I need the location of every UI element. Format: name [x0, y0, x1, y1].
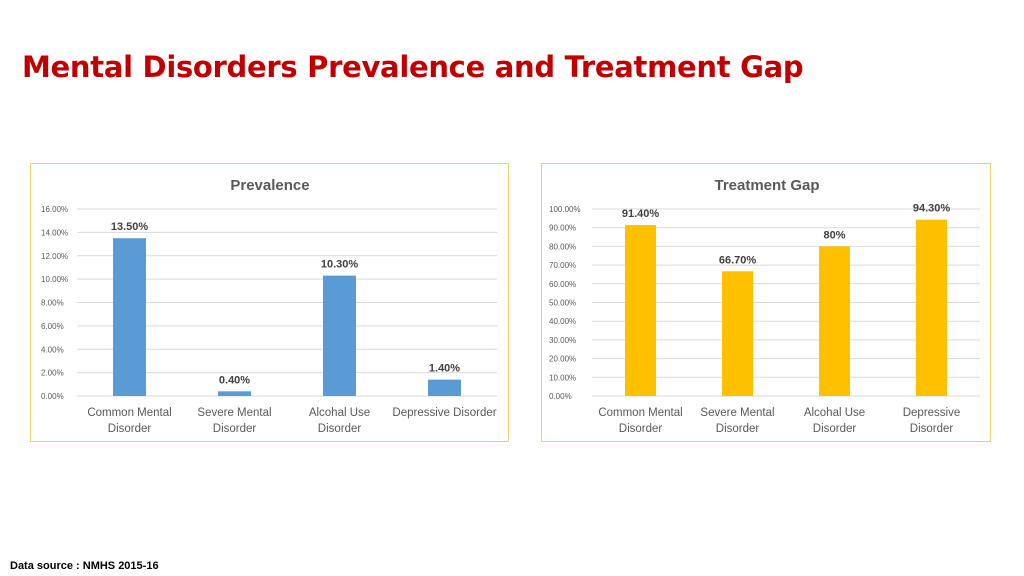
prevalence-chart: Prevalence 0.00% 2.00% 4.00% 6.00% 8.00% 10.00…	[30, 163, 509, 442]
treatment-gap-chart: Treatment Gap 0.00% 10.00% 20.00% 30.00% 40.0…	[541, 163, 991, 442]
treatment-gap-bar	[819, 246, 850, 396]
prevalence-data-label: 10.30%	[321, 259, 359, 271]
prevalence-data-label: 0.40%	[219, 374, 250, 386]
treatment-gap-category-label: Common Mental	[598, 407, 682, 419]
prevalence-category-label: Disorder	[318, 423, 362, 435]
treatment-gap-y-tick-label: 90.00%	[549, 224, 576, 233]
treatment-gap-y-tick-label: 50.00%	[549, 299, 576, 308]
prevalence-y-tick-label: 14.00%	[41, 228, 68, 237]
prevalence-bar	[428, 379, 461, 396]
treatment-gap-y-tick-label: 60.00%	[549, 280, 576, 289]
prevalence-y-tick-label: 8.00%	[41, 299, 64, 308]
treatment-gap-y-tick-label: 80.00%	[549, 242, 576, 251]
prevalence-y-tick-label: 6.00%	[41, 322, 64, 331]
treatment-gap-chart-svg: Treatment Gap 0.00% 10.00% 20.00% 30.00% 40.0…	[549, 177, 980, 435]
prevalence-y-tick-label: 2.00%	[41, 369, 64, 378]
treatment-gap-bar	[722, 271, 753, 396]
treatment-gap-y-tick-label: 20.00%	[549, 355, 576, 364]
prevalence-bar	[113, 238, 146, 396]
prevalence-y-tick-label: 4.00%	[41, 345, 64, 354]
prevalence-category-label: Disorder	[213, 423, 257, 435]
treatment-gap-data-label: 66.70%	[719, 254, 757, 266]
prevalence-chart-svg: Prevalence 0.00% 2.00% 4.00% 6.00% 8.00% 10.00…	[41, 177, 497, 435]
page-title: Mental Disorders Prevalence and Treatmen…	[22, 50, 804, 84]
treatment-gap-category-label: Disorder	[716, 423, 760, 435]
prevalence-category-label: Depressive Disorder	[392, 407, 496, 419]
prevalence-bar	[323, 275, 356, 396]
prevalence-y-tick-label: 0.00%	[41, 392, 64, 401]
treatment-gap-y-tick-label: 10.00%	[549, 373, 576, 382]
treatment-gap-bar	[625, 225, 656, 396]
treatment-gap-category-label: Alcohal Use	[804, 407, 865, 419]
treatment-gap-y-tick-label: 30.00%	[549, 336, 576, 345]
data-source-note: Data source : NMHS 2015-16	[10, 560, 159, 572]
treatment-gap-y-tick-label: 100.00%	[549, 205, 581, 214]
prevalence-category-label: Alcohal Use	[309, 407, 370, 419]
prevalence-y-tick-label: 12.00%	[41, 252, 68, 261]
treatment-gap-category-label: Disorder	[619, 423, 663, 435]
treatment-gap-bar	[916, 219, 947, 396]
treatment-gap-category-label: Severe Mental	[700, 407, 774, 419]
prevalence-y-tick-label: 10.00%	[41, 275, 68, 284]
prevalence-category-label: Common Mental	[87, 407, 171, 419]
prevalence-category-label: Severe Mental	[197, 407, 271, 419]
prevalence-y-tick-label: 16.00%	[41, 205, 68, 214]
treatment-gap-category-label: Disorder	[813, 423, 857, 435]
treatment-gap-chart-title: Treatment Gap	[714, 177, 819, 194]
treatment-gap-category-label: Depressive	[903, 407, 961, 419]
treatment-gap-y-tick-label: 40.00%	[549, 317, 576, 326]
treatment-gap-data-label: 80%	[823, 229, 845, 241]
prevalence-data-label: 1.40%	[429, 363, 460, 375]
prevalence-bar	[218, 391, 251, 396]
treatment-gap-category-label: Disorder	[910, 423, 954, 435]
prevalence-chart-title: Prevalence	[230, 177, 309, 194]
prevalence-category-label: Disorder	[108, 423, 152, 435]
treatment-gap-data-label: 94.30%	[913, 203, 951, 215]
treatment-gap-y-tick-label: 0.00%	[549, 392, 572, 401]
treatment-gap-data-label: 91.40%	[622, 208, 660, 220]
prevalence-data-label: 13.50%	[111, 221, 149, 233]
treatment-gap-y-tick-label: 70.00%	[549, 261, 576, 270]
